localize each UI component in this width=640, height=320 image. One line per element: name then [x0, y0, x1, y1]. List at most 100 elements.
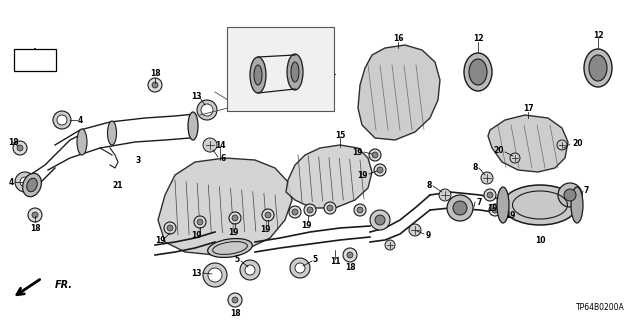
Circle shape	[374, 164, 386, 176]
Text: 18: 18	[8, 138, 19, 147]
Circle shape	[194, 216, 206, 228]
Text: 20: 20	[493, 146, 504, 155]
Circle shape	[17, 145, 23, 151]
Circle shape	[232, 297, 238, 303]
Text: 17: 17	[523, 103, 533, 113]
Circle shape	[203, 263, 227, 287]
Text: 20: 20	[572, 139, 582, 148]
Circle shape	[487, 192, 493, 198]
Ellipse shape	[589, 55, 607, 81]
Circle shape	[228, 293, 242, 307]
Circle shape	[240, 260, 260, 280]
Ellipse shape	[287, 54, 303, 90]
Text: 3: 3	[136, 156, 141, 164]
Circle shape	[292, 209, 298, 215]
Circle shape	[197, 219, 203, 225]
Circle shape	[324, 202, 336, 214]
Text: 12: 12	[473, 34, 483, 43]
Circle shape	[290, 258, 310, 278]
Text: E-4: E-4	[27, 55, 43, 65]
Circle shape	[32, 212, 38, 218]
Ellipse shape	[584, 49, 612, 87]
Text: 6: 6	[220, 154, 225, 163]
Text: 19: 19	[260, 225, 270, 234]
Text: 11: 11	[330, 258, 340, 267]
Circle shape	[558, 183, 582, 207]
Circle shape	[369, 149, 381, 161]
Text: 15: 15	[335, 131, 345, 140]
Text: 18: 18	[345, 262, 355, 271]
Polygon shape	[358, 45, 440, 140]
Text: 19: 19	[228, 228, 238, 236]
Circle shape	[489, 204, 501, 216]
Circle shape	[557, 140, 567, 150]
Text: 1: 1	[330, 68, 335, 76]
Text: 19: 19	[155, 236, 165, 244]
Circle shape	[347, 252, 353, 258]
Text: 13: 13	[191, 92, 201, 100]
Text: 5: 5	[235, 255, 240, 265]
Ellipse shape	[250, 57, 266, 93]
Ellipse shape	[497, 187, 509, 223]
Text: 9: 9	[426, 230, 431, 239]
Text: 18: 18	[230, 308, 240, 317]
Circle shape	[370, 210, 390, 230]
Circle shape	[375, 215, 385, 225]
Circle shape	[357, 207, 363, 213]
Circle shape	[327, 205, 333, 211]
Text: 19: 19	[353, 148, 363, 156]
Circle shape	[307, 207, 313, 213]
Ellipse shape	[291, 62, 299, 82]
Text: 19: 19	[358, 171, 368, 180]
Ellipse shape	[77, 129, 87, 155]
Text: 18: 18	[29, 223, 40, 233]
Ellipse shape	[571, 187, 583, 223]
Polygon shape	[286, 145, 372, 208]
Circle shape	[13, 141, 27, 155]
Text: 8: 8	[427, 180, 432, 189]
Circle shape	[439, 189, 451, 201]
Text: 2: 2	[272, 30, 277, 39]
Circle shape	[232, 215, 238, 221]
Circle shape	[20, 177, 30, 187]
Text: 10: 10	[535, 236, 545, 244]
Circle shape	[372, 152, 378, 158]
Ellipse shape	[502, 185, 577, 225]
Circle shape	[343, 248, 357, 262]
Text: 7: 7	[476, 197, 481, 206]
Circle shape	[28, 208, 42, 222]
Circle shape	[409, 224, 421, 236]
Circle shape	[164, 222, 176, 234]
Text: 8: 8	[472, 163, 478, 172]
Circle shape	[484, 189, 496, 201]
Circle shape	[167, 225, 173, 231]
Ellipse shape	[22, 173, 42, 197]
Ellipse shape	[27, 178, 37, 192]
FancyBboxPatch shape	[14, 49, 56, 71]
Text: 4: 4	[9, 178, 14, 187]
Circle shape	[229, 212, 241, 224]
Text: 21: 21	[113, 180, 124, 189]
Text: 18: 18	[150, 68, 160, 77]
Circle shape	[289, 206, 301, 218]
Circle shape	[197, 100, 217, 120]
Text: 19: 19	[505, 211, 515, 220]
Circle shape	[447, 195, 473, 221]
Text: 16: 16	[393, 34, 403, 43]
Circle shape	[15, 172, 35, 192]
Text: 19: 19	[487, 204, 497, 212]
Circle shape	[152, 82, 158, 88]
Text: 14: 14	[215, 140, 225, 149]
Text: 4: 4	[78, 116, 83, 124]
Circle shape	[304, 204, 316, 216]
Circle shape	[385, 240, 395, 250]
Circle shape	[354, 204, 366, 216]
Circle shape	[510, 153, 520, 163]
Text: 2: 2	[239, 31, 244, 41]
Circle shape	[265, 212, 271, 218]
Text: 19: 19	[301, 220, 311, 229]
Text: 5: 5	[312, 255, 317, 265]
Polygon shape	[488, 115, 568, 172]
Circle shape	[265, 37, 275, 47]
Text: 12: 12	[593, 30, 604, 39]
